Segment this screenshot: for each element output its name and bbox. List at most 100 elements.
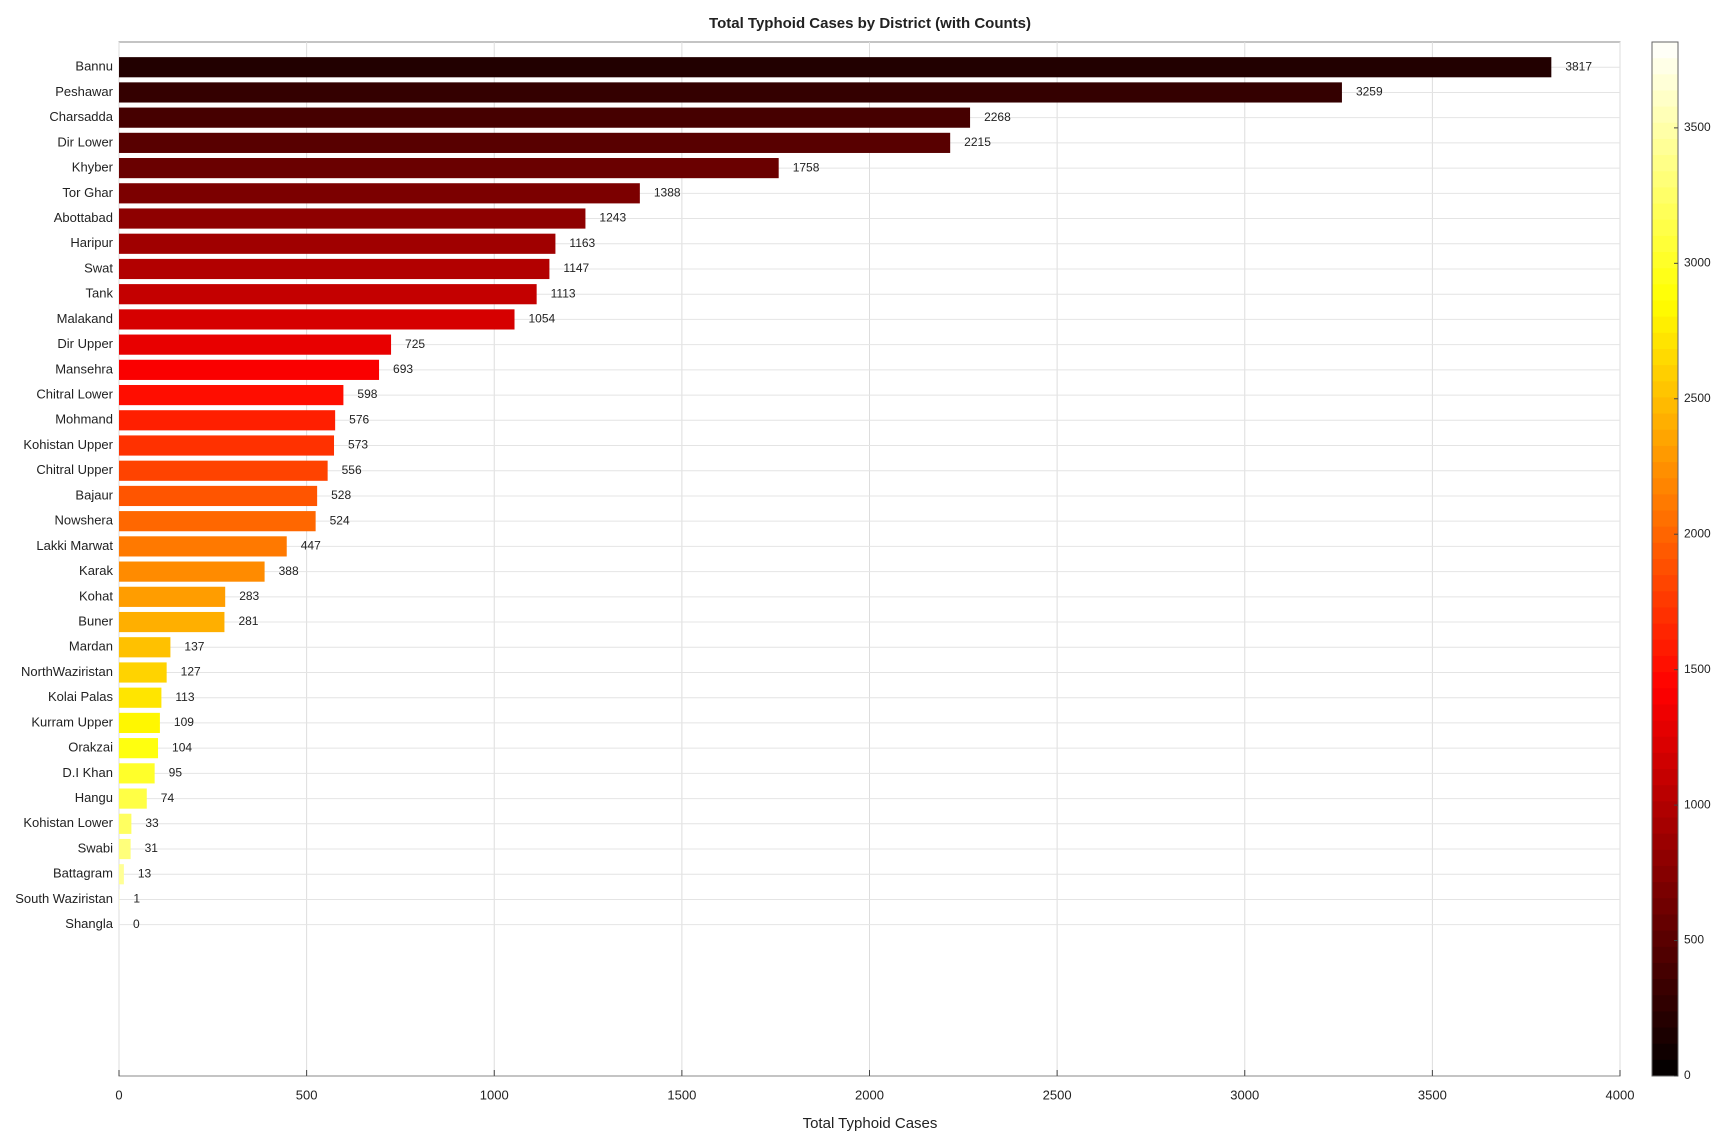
colorbar-tick-label: 2500 <box>1684 391 1711 405</box>
colorbar-tick-label: 1000 <box>1684 797 1711 811</box>
bar <box>119 183 640 204</box>
y-tick-label: Khyber <box>72 160 114 175</box>
x-tick-label: 2000 <box>855 1087 884 1102</box>
y-tick-label: Dir Upper <box>57 336 113 351</box>
colorbar-tick-label: 3500 <box>1684 120 1711 134</box>
value-label: 693 <box>393 362 413 376</box>
bar <box>119 611 225 633</box>
colorbar-cell <box>1652 42 1678 59</box>
x-tick-label: 1500 <box>667 1087 696 1102</box>
y-tick-label: Kolai Palas <box>48 689 114 704</box>
value-label: 598 <box>357 387 377 401</box>
y-tick-label: Swabi <box>78 840 114 855</box>
value-label: 127 <box>181 665 201 679</box>
colorbar-cell <box>1652 898 1678 915</box>
bar <box>119 82 1342 103</box>
colorbar-cell <box>1652 575 1678 592</box>
colorbar-cell <box>1652 1027 1678 1045</box>
colorbar-tick-label: 2000 <box>1684 526 1711 540</box>
bar <box>119 132 951 153</box>
colorbar-cell <box>1652 235 1678 253</box>
colorbar-cell <box>1652 219 1678 237</box>
y-tick-label: Tank <box>86 286 114 301</box>
colorbar-cell <box>1652 769 1678 786</box>
colorbar-tick-label: 3000 <box>1684 255 1711 269</box>
colorbar-cell <box>1652 332 1678 350</box>
value-label: 1163 <box>569 236 595 250</box>
bar <box>119 561 265 582</box>
value-label: 1388 <box>654 185 681 199</box>
bar <box>119 586 226 607</box>
colorbar-tick-label: 1500 <box>1684 662 1711 676</box>
x-tick-label: 1000 <box>480 1087 509 1102</box>
bar <box>119 384 344 406</box>
y-tick-label: Haripur <box>70 235 113 250</box>
colorbar-tick-label: 500 <box>1684 933 1704 947</box>
value-label: 388 <box>279 564 299 578</box>
y-tick-label: Swat <box>84 260 113 275</box>
value-label: 109 <box>174 715 194 729</box>
value-label: 524 <box>330 513 350 527</box>
value-label: 1 <box>133 892 140 906</box>
y-tick-label: Chitral Lower <box>36 387 113 402</box>
colorbar-cell <box>1652 785 1678 802</box>
x-tick-label: 500 <box>296 1087 318 1102</box>
colorbar-cell <box>1652 623 1678 641</box>
colorbar-cell <box>1652 639 1678 657</box>
colorbar-cell <box>1652 559 1678 576</box>
colorbar-cell <box>1652 462 1678 479</box>
y-tick-label: Mardan <box>69 639 113 654</box>
x-axis-label: Total Typhoid Cases <box>803 1115 938 1132</box>
y-tick-label: Bajaur <box>75 487 113 502</box>
colorbar-cell <box>1652 106 1678 124</box>
y-tick-label: Kurram Upper <box>31 714 113 729</box>
colorbar-cell <box>1652 542 1678 560</box>
y-tick-label: Orakzai <box>68 740 113 755</box>
y-tick-label: Bannu <box>75 59 113 74</box>
colorbar-cell <box>1652 1059 1678 1077</box>
bar <box>119 712 160 734</box>
colorbar-cell <box>1652 510 1678 528</box>
colorbar-cell <box>1652 445 1678 463</box>
value-label: 2268 <box>984 110 1011 124</box>
x-tick-label: 3500 <box>1418 1087 1447 1102</box>
value-label: 74 <box>161 791 175 805</box>
y-tick-label: NorthWaziristan <box>21 664 113 679</box>
y-tick-label: Tor Ghar <box>62 185 113 200</box>
colorbar-cell <box>1652 252 1678 269</box>
y-tick-label: Shangla <box>65 916 113 931</box>
value-label: 573 <box>348 438 368 452</box>
value-label: 725 <box>405 337 425 351</box>
colorbar-cell <box>1652 720 1678 738</box>
bar <box>119 158 779 179</box>
y-tick-label: Kohistan Upper <box>23 437 113 452</box>
colorbar-cell <box>1652 478 1678 495</box>
y-tick-label: Dir Lower <box>57 134 113 149</box>
value-label: 95 <box>169 766 183 780</box>
colorbar-cell <box>1652 171 1678 188</box>
value-label: 137 <box>184 639 204 653</box>
value-label: 104 <box>172 740 192 754</box>
colorbar-cell <box>1652 688 1678 705</box>
value-label: 3259 <box>1356 85 1383 99</box>
y-tick-label: Mohmand <box>55 412 113 427</box>
value-label: 576 <box>349 412 369 426</box>
x-tick-label: 0 <box>115 1087 122 1102</box>
y-tick-label: Chitral Upper <box>36 462 113 477</box>
value-label: 33 <box>145 816 159 830</box>
y-tick-label: Nowshera <box>54 513 113 528</box>
colorbar-cell <box>1652 704 1678 722</box>
y-tick-label: Peshawar <box>55 84 113 99</box>
bar <box>119 864 124 885</box>
y-tick-label: Abottabad <box>54 210 113 225</box>
value-label: 1758 <box>793 160 820 174</box>
bar <box>119 258 550 280</box>
bar <box>119 460 328 481</box>
bar <box>119 687 162 708</box>
colorbar-cell <box>1652 591 1678 608</box>
value-label: 113 <box>175 690 194 704</box>
bar <box>119 107 971 128</box>
y-tick-label: Charsadda <box>49 109 113 124</box>
bar <box>119 485 318 507</box>
value-label: 2215 <box>964 135 991 149</box>
